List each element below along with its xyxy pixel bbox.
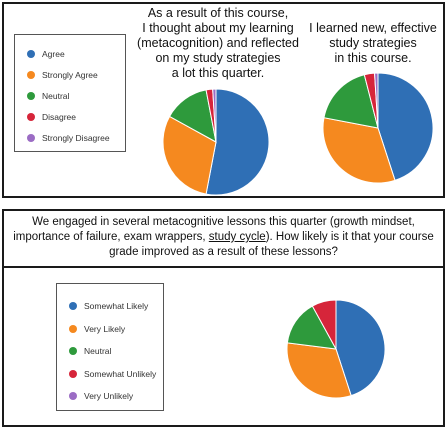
legend-item: Disagree xyxy=(27,106,125,127)
legend-label: Strongly Agree xyxy=(42,69,98,80)
title-line: (metacognition) and reflected xyxy=(137,36,299,50)
legend-label: Agree xyxy=(42,48,65,59)
question-part: importance of failure, exam wrappers, xyxy=(13,231,209,243)
title-line: I learned new, effective xyxy=(309,21,437,35)
legend-swatch xyxy=(69,392,77,401)
legend-swatch xyxy=(27,91,35,100)
legend-swatch xyxy=(69,347,77,356)
question-text: We engaged in several metacognitive less… xyxy=(12,215,435,260)
chart-title-metacognition: As a result of this course, I thought ab… xyxy=(130,6,306,81)
pie-chart-strategies xyxy=(322,72,434,184)
pie-slice-neutral xyxy=(323,74,379,129)
legend-label: Neutral xyxy=(84,346,112,357)
question-line: grade improved as a result of these less… xyxy=(109,246,338,258)
pie-slice-strongly-disagree xyxy=(212,88,217,143)
question-line: importance of failure, exam wrappers, st… xyxy=(12,230,435,245)
title-line: As a result of this course, xyxy=(147,6,289,20)
legend-item: Very Likely xyxy=(69,318,163,341)
pie-slice-agree xyxy=(205,88,270,196)
legend-label: Somewhat Likely xyxy=(84,301,149,312)
legend-likelihood: Somewhat Likely Very Likely Neutral Some… xyxy=(56,283,164,411)
survey-panel-top: Agree Strongly Agree Neutral Disagree St… xyxy=(2,2,445,198)
legend-swatch xyxy=(69,324,77,333)
title-line: a lot this quarter. xyxy=(171,66,265,80)
question-part: ). How likely is it that your course xyxy=(265,231,434,243)
legend-label: Very Unlikely xyxy=(84,391,134,402)
legend-label: Very Likely xyxy=(84,323,126,334)
pie-slice-agree xyxy=(377,72,434,181)
pie-slice-strongly-disagree xyxy=(374,72,379,129)
title-line: I thought about my learning xyxy=(142,21,294,35)
title-line: in this course. xyxy=(334,51,412,65)
pie-slice-strongly-agree xyxy=(322,117,396,184)
legend-swatch xyxy=(27,133,35,142)
legend-label: Somewhat Unlikely xyxy=(84,368,157,379)
question-underlined: study cycle xyxy=(208,231,266,243)
legend-swatch xyxy=(69,369,77,378)
legend-swatch xyxy=(27,112,35,121)
survey-panel-bottom: We engaged in several metacognitive less… xyxy=(2,209,445,427)
title-line: study strategies xyxy=(329,36,417,50)
legend-item: Strongly Agree xyxy=(27,64,125,85)
legend-item: Neutral xyxy=(27,85,125,106)
legend-item: Neutral xyxy=(69,340,163,363)
question-line: We engaged in several metacognitive less… xyxy=(32,216,415,228)
legend-label: Strongly Disagree xyxy=(42,132,110,143)
legend-item: Somewhat Unlikely xyxy=(69,363,163,386)
pie-slice-somewhat-unlikely xyxy=(311,299,337,350)
panel-divider xyxy=(4,266,443,268)
legend-item: Strongly Disagree xyxy=(27,127,125,148)
pie-slice-very-likely xyxy=(286,342,352,399)
legend-swatch xyxy=(27,49,35,58)
legend-swatch xyxy=(27,70,35,79)
legend-agreement: Agree Strongly Agree Neutral Disagree St… xyxy=(14,34,126,152)
title-line: on my study strategies xyxy=(155,51,281,65)
chart-title-strategies: I learned new, effective study strategie… xyxy=(300,21,446,66)
legend-label: Neutral xyxy=(42,90,70,101)
pie-chart-grade-improvement xyxy=(286,299,386,399)
legend-label: Disagree xyxy=(42,111,77,122)
legend-item: Somewhat Likely xyxy=(69,295,163,318)
legend-swatch xyxy=(69,302,77,311)
legend-item: Agree xyxy=(27,43,125,64)
pie-chart-metacognition xyxy=(162,88,270,196)
pie-slice-strongly-agree xyxy=(162,115,217,195)
legend-item: Very Unlikely xyxy=(69,385,163,408)
pie-slice-somewhat-likely xyxy=(335,299,386,397)
